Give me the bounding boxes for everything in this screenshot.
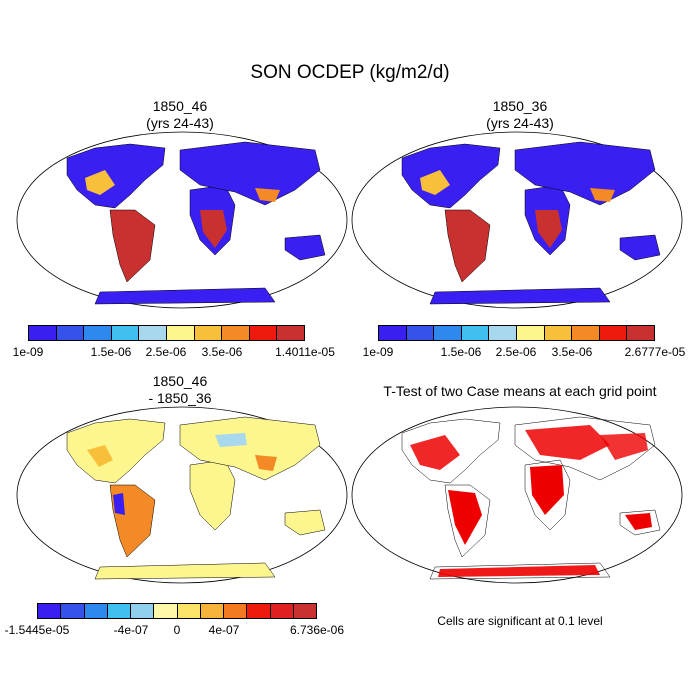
colorbar-swatch xyxy=(544,326,573,340)
colorbar1-label: 2.5e-06 xyxy=(145,345,187,359)
colorbar2-label-min: 1e-09 xyxy=(362,345,394,359)
colorbar-swatch xyxy=(166,326,195,340)
colorbar-panel3 xyxy=(37,603,317,619)
colorbar-swatch xyxy=(277,326,304,340)
panel1-title: 1850_46 (yrs 24-43) xyxy=(20,98,340,132)
panel2-title-line1: 1850_36 xyxy=(492,98,548,114)
colorbar-swatch xyxy=(111,326,140,340)
colorbar2-label: 1.5e-06 xyxy=(440,345,482,359)
colorbar3-label-max: 6.736e-06 xyxy=(289,623,345,637)
land-outline-layer xyxy=(401,416,661,580)
map-panel-1850-46 xyxy=(16,131,348,309)
colorbar-swatch xyxy=(599,326,628,340)
colorbar-swatch xyxy=(224,604,248,618)
colorbar-swatch xyxy=(379,326,407,340)
colorbar3-label-min: -1.5445e-05 xyxy=(4,623,70,637)
colorbar-swatch xyxy=(194,326,223,340)
colorbar-panel1 xyxy=(28,325,305,341)
panel2-title-line2: (yrs 24-43) xyxy=(486,115,554,131)
panel3-title-line2: - 1850_36 xyxy=(148,390,212,406)
significance-note: Cells are significant at 0.1 level xyxy=(437,614,603,628)
colorbar-swatch xyxy=(107,604,131,618)
colorbar-swatch xyxy=(247,604,271,618)
colorbar3-label: 0 xyxy=(173,623,181,637)
panel3-title-line1: 1850_46 xyxy=(152,373,208,389)
colorbar-swatch xyxy=(572,326,600,340)
colorbar-swatch xyxy=(489,326,517,340)
colorbar-swatch xyxy=(56,326,85,340)
colorbar-swatch xyxy=(270,604,294,618)
colorbar1-label-min: 1e-09 xyxy=(12,345,44,359)
map-panel-difference xyxy=(16,406,348,584)
significance-layer xyxy=(410,425,652,577)
colorbar3-label: -4e-07 xyxy=(113,623,149,637)
colorbar2-label-max: 2.6777e-05 xyxy=(624,345,686,359)
colorbar-swatch xyxy=(29,326,57,340)
map-panel-ttest xyxy=(351,406,683,584)
colorbar-swatch xyxy=(200,604,224,618)
colorbar-swatch xyxy=(627,326,654,340)
colorbar-swatch xyxy=(84,604,108,618)
colorbar3-label: 4e-07 xyxy=(208,623,240,637)
colorbar-swatch xyxy=(84,326,112,340)
colorbar2-label: 3.5e-06 xyxy=(551,345,593,359)
colorbar-swatch xyxy=(61,604,85,618)
panel3-title: 1850_46 - 1850_36 xyxy=(20,373,340,407)
panel1-title-line2: (yrs 24-43) xyxy=(146,115,214,131)
colorbar-swatch xyxy=(139,326,167,340)
colorbar-swatch xyxy=(177,604,201,618)
panel1-title-line1: 1850_46 xyxy=(152,98,208,114)
colorbar-swatch xyxy=(38,604,62,618)
panel4-title: T-Test of two Case means at each grid po… xyxy=(383,383,657,399)
colorbar-swatch xyxy=(293,604,316,618)
colorbar-swatch xyxy=(154,604,178,618)
figure-title: SON OCDEP (kg/m2/d) xyxy=(250,62,450,83)
colorbar-swatch xyxy=(434,326,462,340)
colorbar-swatch xyxy=(222,326,250,340)
colorbar-swatch xyxy=(249,326,278,340)
colorbar-panel2 xyxy=(378,325,655,341)
colorbar-swatch xyxy=(406,326,435,340)
colorbar1-label-max: 1.4011e-05 xyxy=(275,345,335,359)
land-layer xyxy=(66,416,326,580)
colorbar-swatch xyxy=(131,604,155,618)
colorbar-swatch xyxy=(461,326,490,340)
land-layer xyxy=(401,141,661,305)
map-panel-1850-36 xyxy=(351,131,683,309)
colorbar-swatch xyxy=(516,326,545,340)
panel2-title: 1850_36 (yrs 24-43) xyxy=(360,98,680,132)
land-layer xyxy=(66,141,326,305)
colorbar1-label: 3.5e-06 xyxy=(201,345,243,359)
colorbar1-label: 1.5e-06 xyxy=(90,345,132,359)
colorbar2-label: 2.5e-06 xyxy=(495,345,537,359)
